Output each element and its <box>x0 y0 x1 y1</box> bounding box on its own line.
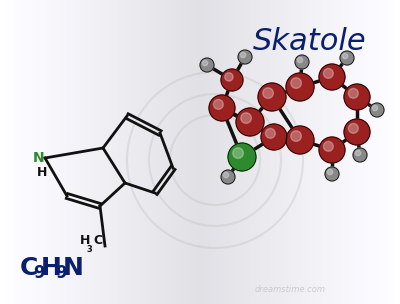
Circle shape <box>319 64 345 90</box>
Circle shape <box>263 88 274 98</box>
Circle shape <box>297 57 303 63</box>
Circle shape <box>200 58 214 72</box>
Circle shape <box>261 124 287 150</box>
Circle shape <box>221 69 243 91</box>
Text: 9: 9 <box>33 264 45 282</box>
Circle shape <box>233 148 243 158</box>
Text: Skatole: Skatole <box>253 27 367 57</box>
Circle shape <box>236 108 264 136</box>
Circle shape <box>223 172 229 178</box>
Circle shape <box>209 95 235 121</box>
Circle shape <box>266 128 275 138</box>
Text: H: H <box>41 256 62 280</box>
Circle shape <box>240 52 246 58</box>
Text: C: C <box>93 234 102 247</box>
Circle shape <box>325 167 339 181</box>
Circle shape <box>238 50 252 64</box>
Circle shape <box>324 141 333 151</box>
Circle shape <box>344 84 370 110</box>
Circle shape <box>342 54 348 59</box>
Circle shape <box>324 68 333 78</box>
Circle shape <box>214 99 223 109</box>
Circle shape <box>286 126 314 154</box>
Circle shape <box>372 105 378 111</box>
Circle shape <box>340 51 354 65</box>
Circle shape <box>291 78 302 88</box>
Circle shape <box>228 143 256 171</box>
Text: 9: 9 <box>55 264 67 282</box>
Circle shape <box>355 150 361 156</box>
Circle shape <box>221 170 235 184</box>
Text: N: N <box>33 151 45 165</box>
Circle shape <box>225 73 233 81</box>
Text: C: C <box>20 256 38 280</box>
Circle shape <box>353 148 367 162</box>
Text: dreamstime.com: dreamstime.com <box>254 285 326 295</box>
Circle shape <box>291 131 302 141</box>
Circle shape <box>327 169 333 175</box>
Text: 3: 3 <box>86 245 92 254</box>
Circle shape <box>286 73 314 101</box>
Circle shape <box>319 137 345 163</box>
Text: N: N <box>63 256 84 280</box>
Circle shape <box>258 83 286 111</box>
Circle shape <box>370 103 384 117</box>
Circle shape <box>348 123 358 133</box>
Circle shape <box>241 113 252 123</box>
Circle shape <box>348 88 358 98</box>
Text: H: H <box>37 165 47 178</box>
Text: H: H <box>80 234 90 247</box>
Circle shape <box>202 60 208 66</box>
Circle shape <box>295 55 309 69</box>
Circle shape <box>344 119 370 145</box>
